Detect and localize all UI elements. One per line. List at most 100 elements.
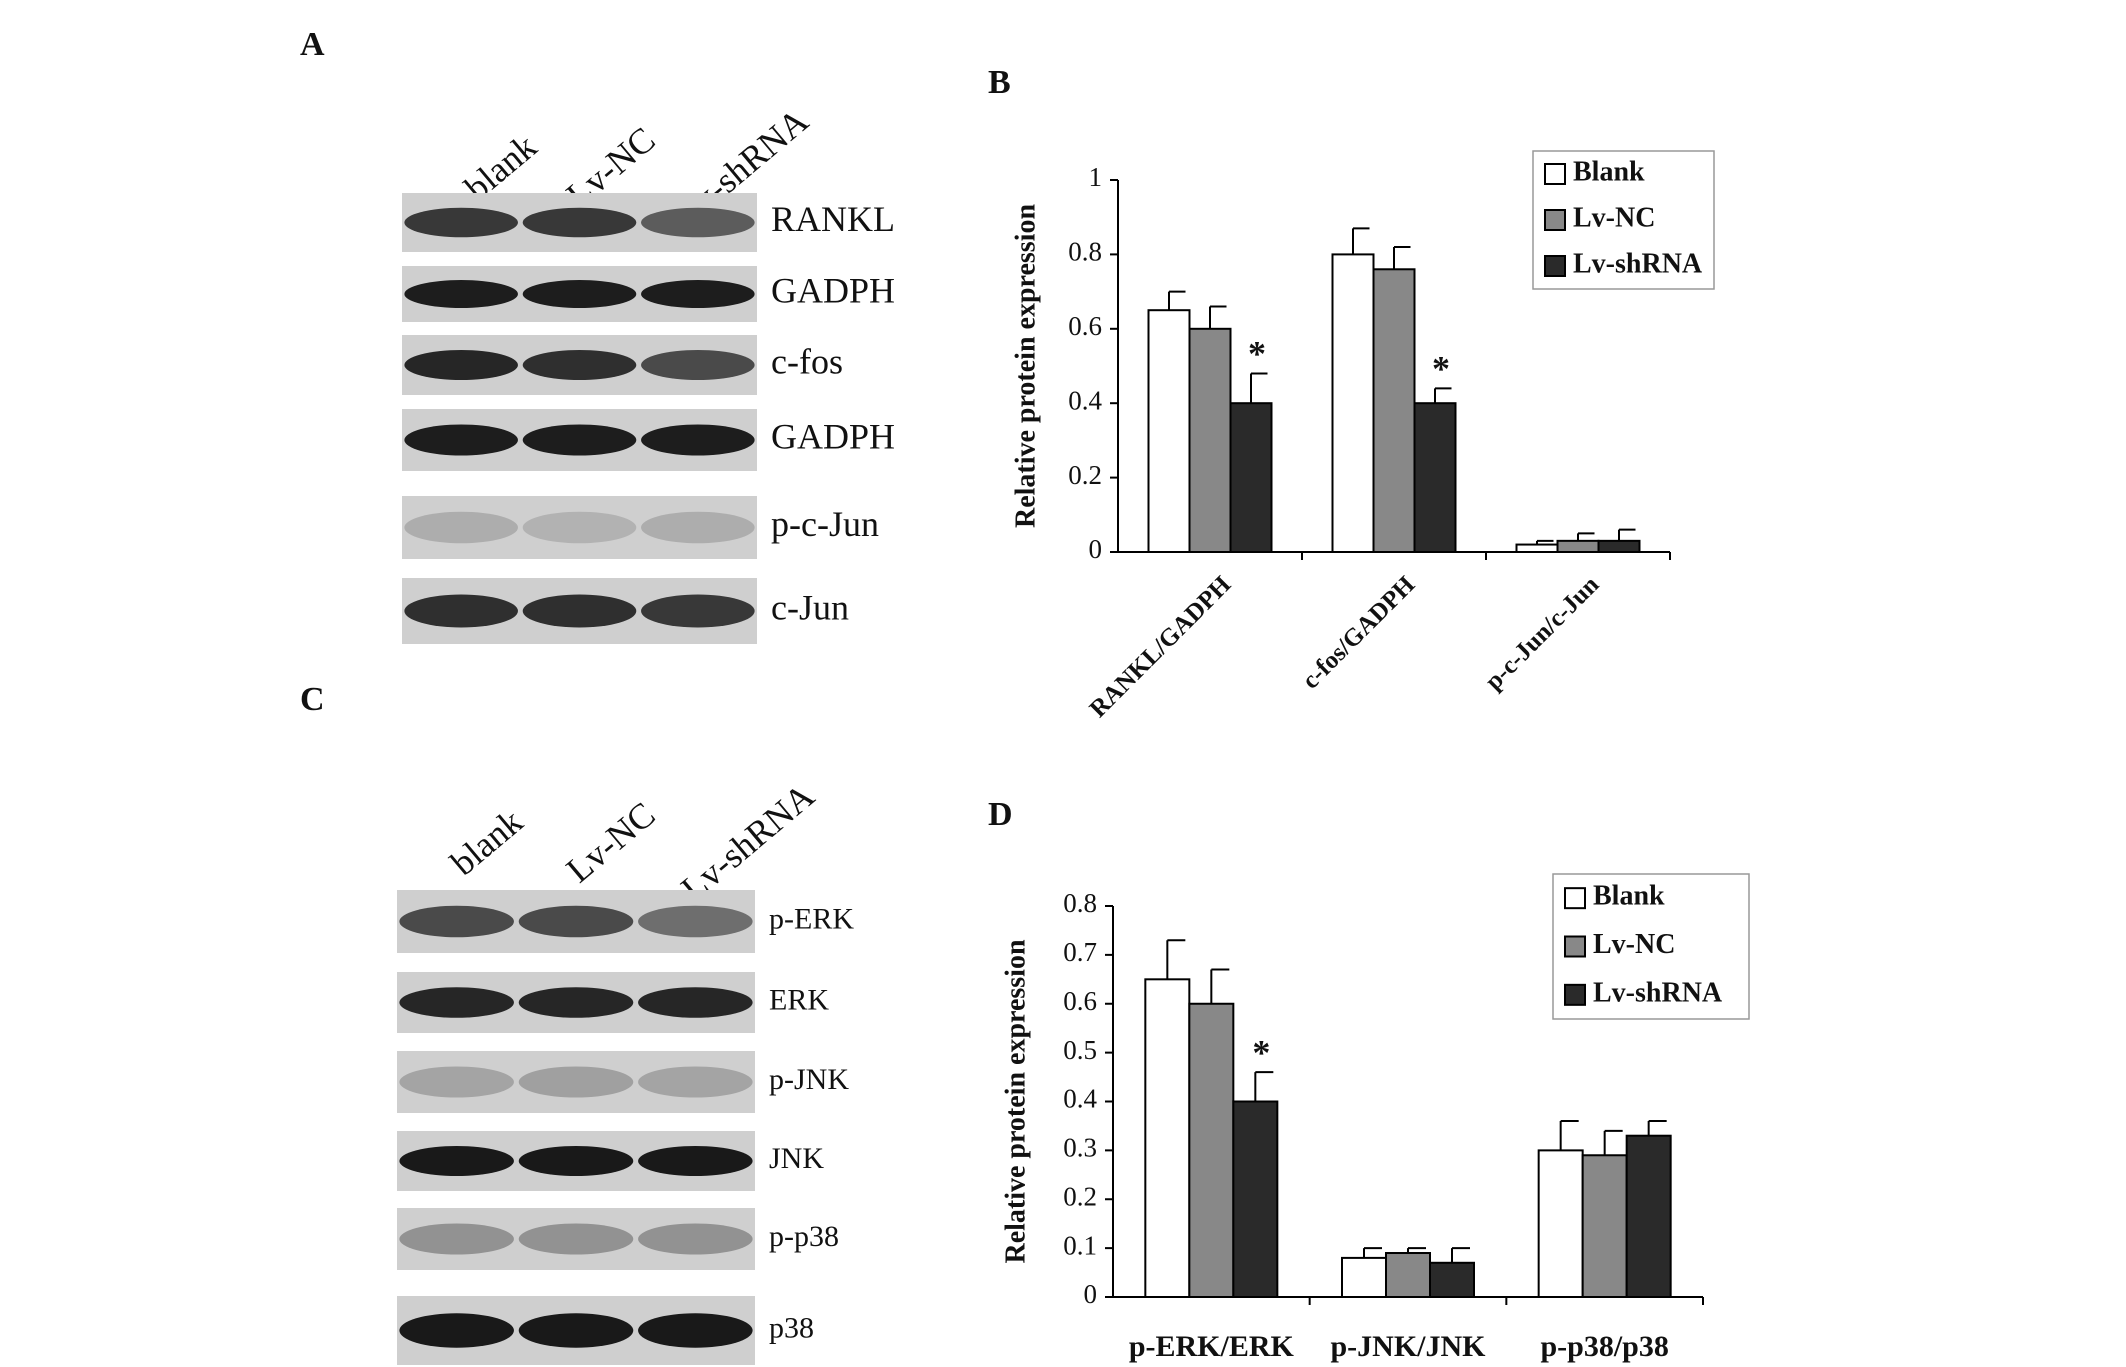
error-bar: [1363, 1247, 1382, 1258]
row-label: p-c-Jun: [771, 504, 879, 544]
x-tick-label: RANKL/GADPH: [1085, 571, 1237, 723]
y-tick-label: 0.1: [1063, 1230, 1097, 1260]
error-bar: [1209, 305, 1227, 329]
bar: [1385, 1252, 1431, 1298]
row-label: ERK: [769, 983, 829, 1016]
y-tick-label: 0.8: [1068, 237, 1102, 267]
row-label: p-JNK: [769, 1063, 849, 1096]
blot-band: [404, 511, 518, 544]
row-label: p38: [769, 1311, 814, 1344]
lane-label: Lv-shRNA: [673, 775, 821, 908]
row-label: JNK: [769, 1142, 824, 1175]
bar: [1144, 978, 1191, 1298]
blot-band: [404, 424, 518, 456]
error-bar: [1407, 1247, 1426, 1254]
row-label: GADPH: [771, 270, 895, 310]
bar: [1581, 1154, 1628, 1298]
blot-band: [518, 1066, 634, 1098]
error-bar: [1603, 1129, 1623, 1156]
bar: [1429, 1261, 1475, 1298]
error-bar: [1451, 1247, 1470, 1263]
bar: [1232, 1100, 1279, 1298]
blot-band: [522, 424, 637, 456]
y-tick-label: 0.7: [1063, 937, 1097, 967]
error-bar: [1536, 539, 1554, 545]
y-tick-label: 0.4: [1063, 1084, 1097, 1114]
legend-swatch: [1544, 163, 1566, 185]
x-tick-label: p-ERK/ERK: [1129, 1330, 1295, 1363]
significance-mark: *: [1248, 334, 1266, 374]
legend-label: Lv-NC: [1593, 929, 1675, 960]
blot-band: [641, 511, 755, 544]
blot-band: [399, 1066, 514, 1098]
x-tick-label: p-c-Jun/c-Jun: [1480, 571, 1604, 695]
significance-mark: *: [1252, 1032, 1270, 1072]
error-bar: [1434, 387, 1452, 404]
blot-band: [404, 350, 518, 380]
panel-label: C: [300, 681, 325, 718]
blot-band: [641, 424, 755, 456]
y-tick-label: 0: [1089, 534, 1103, 564]
bar: [1597, 539, 1641, 554]
error-bar: [1210, 968, 1230, 1004]
row-label: p-ERK: [769, 902, 854, 935]
x-tick-label: p-p38/p38: [1540, 1330, 1668, 1363]
y-tick-label: 0.5: [1063, 1035, 1097, 1065]
blot-band: [404, 207, 518, 238]
blot-band: [522, 207, 637, 238]
error-bar: [1393, 245, 1411, 270]
blot-band: [518, 987, 634, 1018]
error-bar: [1168, 290, 1186, 311]
blot-band: [641, 280, 755, 308]
blot-band: [399, 1223, 514, 1255]
significance-mark: *: [1432, 349, 1450, 389]
error-bar: [1559, 1120, 1579, 1151]
blot-band: [399, 905, 514, 938]
blot-band: [638, 1066, 753, 1098]
row-label: GADPH: [771, 416, 895, 456]
error-bar: [1166, 939, 1186, 980]
row-label: RANKL: [771, 199, 895, 239]
row-label: c-fos: [771, 341, 843, 381]
legend-label: Lv-NC: [1573, 202, 1655, 233]
panel-label: B: [988, 64, 1011, 101]
blot-band: [399, 1146, 514, 1176]
legend-swatch: [1564, 935, 1586, 958]
bar: [1188, 1002, 1235, 1298]
blot-band: [404, 594, 518, 628]
bar: [1625, 1134, 1672, 1299]
blot-band: [641, 207, 755, 238]
y-tick-label: 0.6: [1063, 986, 1097, 1016]
legend-swatch: [1564, 983, 1586, 1006]
blot-band: [518, 1146, 634, 1176]
blot-band: [522, 594, 637, 628]
error-bar: [1250, 372, 1268, 404]
x-tick-label: c-fos/GADPH: [1297, 571, 1421, 695]
blot-band: [522, 280, 637, 308]
legend-label: Blank: [1573, 156, 1645, 187]
blot-band: [638, 905, 753, 938]
error-bar: [1618, 528, 1636, 541]
y-axis-label: Relative protein expression: [1000, 939, 1031, 1263]
blot-band: [638, 1223, 753, 1255]
bar: [1331, 253, 1375, 553]
legend-label: Blank: [1593, 881, 1665, 912]
legend-swatch: [1544, 209, 1566, 231]
blot-band: [518, 1313, 634, 1348]
panel-label: D: [988, 796, 1013, 833]
x-tick-label: p-JNK/JNK: [1330, 1330, 1486, 1363]
y-tick-label: 0.2: [1068, 460, 1102, 490]
blot-band: [518, 1223, 634, 1255]
blot-band: [399, 987, 514, 1018]
y-tick-label: 0: [1084, 1279, 1098, 1309]
legend-label: Lv-shRNA: [1573, 248, 1703, 279]
y-tick-label: 0.4: [1068, 385, 1102, 415]
blot-band: [638, 1146, 753, 1176]
blot-band: [522, 511, 637, 544]
row-label: p-p38: [769, 1220, 839, 1253]
y-tick-label: 0.6: [1068, 311, 1102, 341]
blot-band: [522, 350, 637, 380]
lane-label: blank: [443, 801, 530, 883]
y-tick-label: 0.2: [1063, 1181, 1097, 1211]
bar: [1413, 402, 1457, 554]
